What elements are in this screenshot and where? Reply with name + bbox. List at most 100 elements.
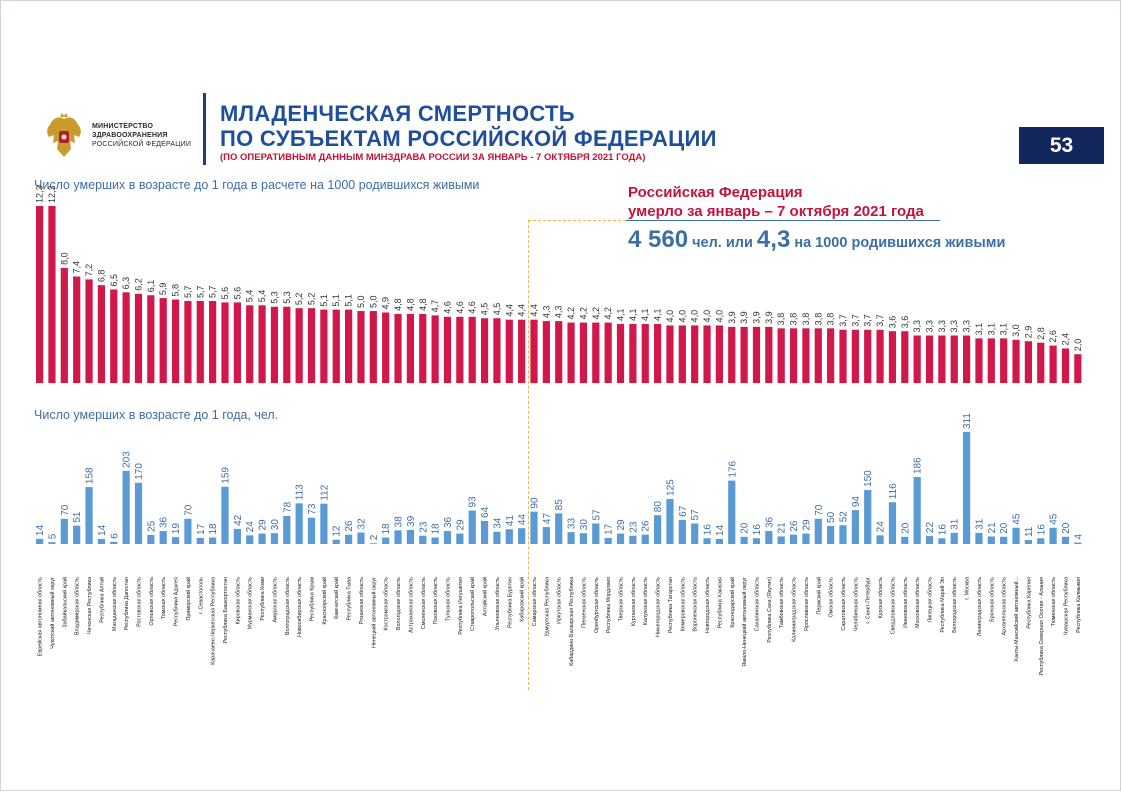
region-tick-label: Воронежская область [693,577,699,632]
region-tick-label: Иркутская область [557,577,563,624]
count-bar [703,538,711,544]
ministry-line-1: МИНИСТЕРСТВО [92,123,154,130]
region-tick-label: Костромская область [384,577,390,631]
rate-bar [134,293,143,383]
count-bar [913,477,921,544]
count-bar [1012,527,1020,544]
count-value-label: 36 [159,516,170,528]
region-tick-label: Самарская область [532,577,538,626]
region-tick-label: Приморский край [185,577,192,621]
count-value-label: 311 [962,413,973,429]
rate-value-label: 3,8 [826,313,836,326]
count-value-label: 85 [554,499,565,511]
count-value-label: 20 [999,522,1010,534]
count-bar [888,502,897,544]
region-tick-label: Ненецкий автономный округ [370,577,377,648]
rate-value-label: 3,3 [925,320,935,333]
region-tick-label: г. Севастополь [198,577,204,614]
summary-underline [626,220,940,221]
region-tick-label: Мурманская область [248,577,254,630]
count-value-label: 16 [752,524,763,536]
count-value-label: 73 [307,503,318,515]
rate-bar [147,295,155,383]
count-value-label: 30 [270,519,281,531]
count-bar [728,480,736,544]
rate-bar [975,338,983,383]
count-bar [1024,540,1032,544]
region-tick-label: Псковская область [433,577,439,625]
count-bar [864,489,872,544]
region-tick-label: Вологодская область [396,577,402,630]
rate-value-label: 3,1 [999,323,1009,336]
rate-value-label: 6,8 [96,270,106,283]
count-value-label: 33 [567,518,578,530]
count-bar [505,529,513,544]
count-value-label: 20 [1061,522,1072,534]
region-tick-label: Курская область [878,577,884,619]
rate-value-label: 3,9 [739,311,749,324]
region-tick-label: Республика Алтай [98,577,105,623]
count-value-label: 45 [1012,513,1023,525]
rate-bar [184,300,192,383]
region-tick-label: Нижегородская область [656,577,662,637]
count-bar [468,510,476,544]
region-tick-label: Чувашская Республика [1063,577,1069,635]
count-value-label: 45 [1049,513,1060,525]
region-tick-label: Чукотский автономный округ [49,577,56,649]
rate-value-label: 5,9 [158,283,168,296]
rate-bar [703,325,711,383]
rate-bar [1061,348,1070,383]
rate-value-label: 4,9 [381,297,391,310]
count-value-label: 50 [826,511,837,523]
rate-bar [394,313,402,383]
rate-bar [1024,341,1032,383]
rate-value-label: 3,8 [776,313,786,326]
count-value-label: 18 [431,523,442,535]
summary-rate: 4,3 [756,226,791,253]
rate-value-label: 7,4 [72,261,82,274]
count-value-label: 159 [221,467,232,484]
count-value-label: 34 [492,517,503,529]
count-value-label: 41 [505,515,516,527]
count-value-label: 80 [653,501,664,513]
rate-value-label: 4,1 [640,308,650,321]
count-value-label: 26 [789,520,800,532]
rate-bar [530,319,538,383]
rate-value-label: 5,6 [232,287,242,300]
count-bar [320,503,328,544]
rate-bar [678,325,686,383]
rate-value-label: 5,2 [294,293,304,306]
count-bar [641,534,649,544]
region-tick-label: Архангельская область [1002,577,1008,636]
count-bar [777,536,785,544]
rate-bar [555,321,563,383]
count-value-label: 57 [591,509,602,521]
double-headed-eagle-emblem-icon [47,113,81,157]
count-value-label: 18 [381,523,392,535]
count-bar [369,543,377,544]
rate-value-label: 6,1 [146,280,156,293]
rate-bar [85,279,93,383]
rate-value-label: 3,3 [962,320,972,333]
count-bar [258,533,266,544]
count-value-label: 24 [245,521,256,533]
rate-bar [666,325,674,383]
rate-bar [196,300,204,383]
rate-bar [357,311,365,383]
rate-bar [283,306,291,383]
count-value-label: 94 [851,496,862,508]
rate-bar [888,331,897,383]
rate-value-label: 4,4 [529,304,539,317]
count-value-label: 5 [47,533,58,539]
region-tick-label: Республика Ингушетия [458,577,464,635]
rate-bar [493,318,501,383]
region-tick-label: Томская область [161,577,167,619]
rate-bar [1049,345,1057,383]
region-tick-label: Карачаево-Черкесская Республика [211,577,217,665]
rate-value-label: 3,3 [949,320,959,333]
rate-value-label: 5,0 [368,296,378,309]
median-divider-connector [528,220,626,221]
summary-rate-unit: на 1000 родившихся живыми [790,235,1006,251]
rate-value-label: 5,1 [331,294,341,307]
region-tick-label: Республика Калмыкия [1076,577,1082,633]
